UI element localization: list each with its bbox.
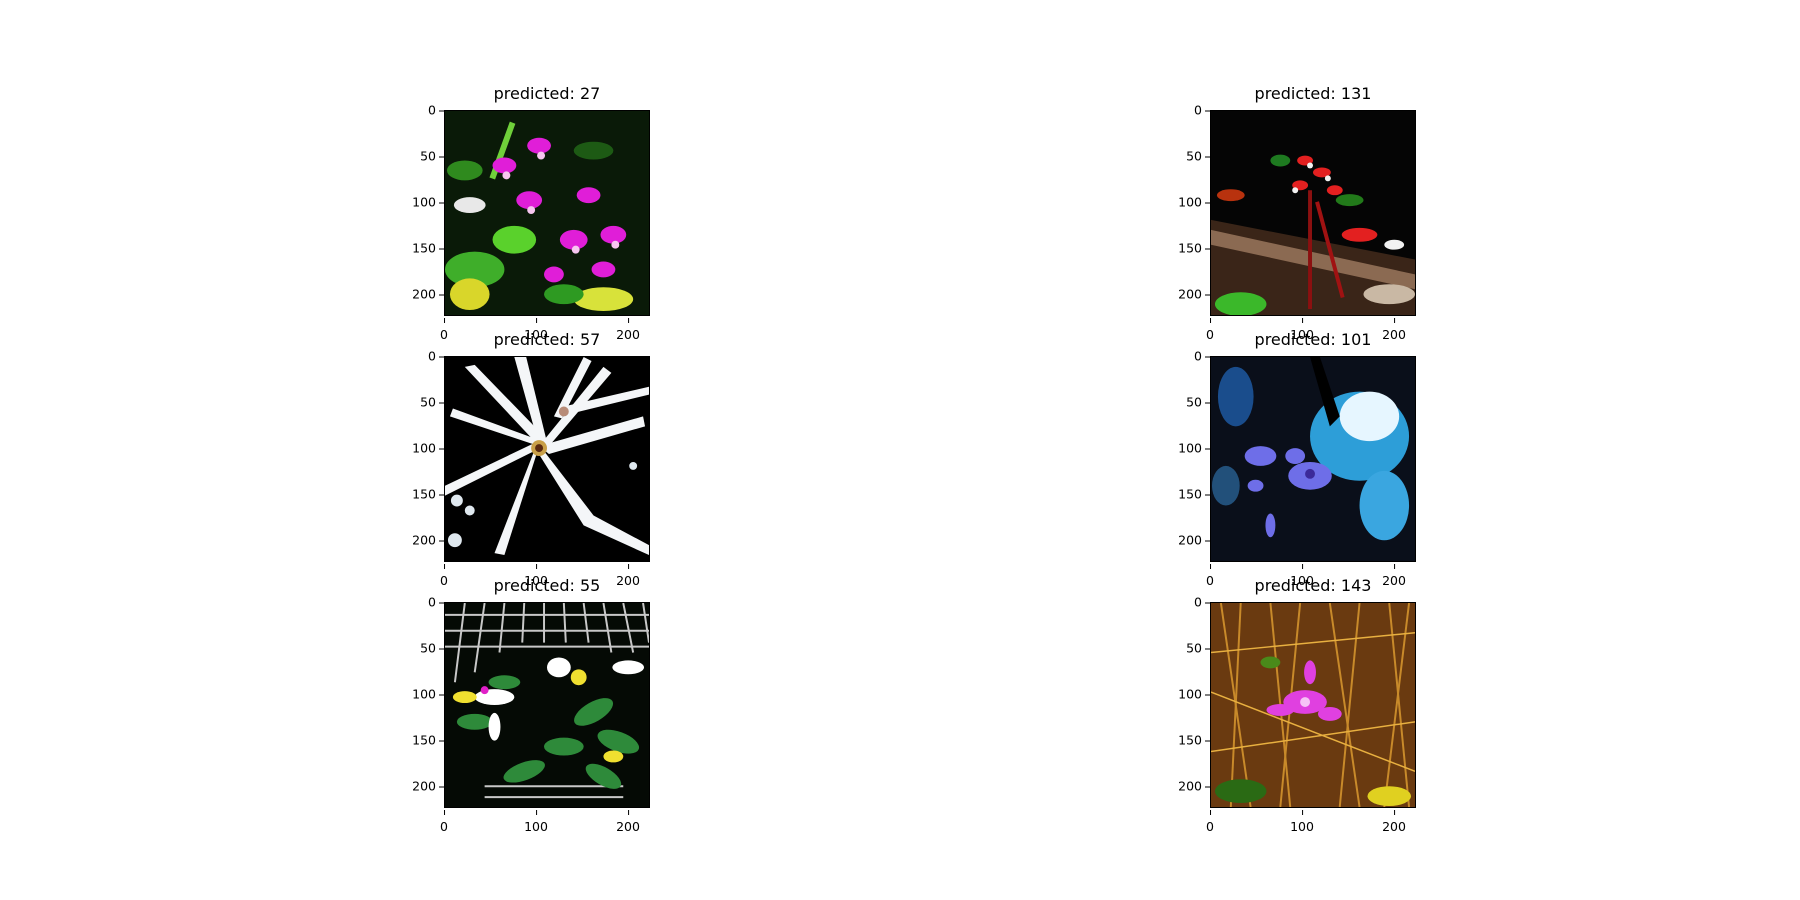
- y-tick-label: 200: [412, 286, 444, 302]
- panel-title: predicted: 55: [493, 576, 601, 595]
- y-tick-label: 0: [1194, 102, 1210, 118]
- panel-title: predicted: 101: [1254, 330, 1372, 349]
- x-tick-label: 0: [440, 318, 448, 342]
- y-tick-label: 100: [1178, 686, 1210, 702]
- x-tick-label: 200: [1382, 564, 1406, 588]
- image-panel-4: predicted: 101 0 50 100 150 200 0 100 20…: [1178, 330, 1416, 588]
- y-tick-label: 150: [412, 732, 444, 748]
- y-tick-label: 50: [420, 640, 444, 656]
- y-tick-label: 50: [1186, 148, 1210, 164]
- x-tick-label: 0: [440, 564, 448, 588]
- y-tick-label: 150: [1178, 240, 1210, 256]
- y-tick-label: 100: [1178, 440, 1210, 456]
- y-tick-label: 100: [412, 440, 444, 456]
- image-panel-6: predicted: 143: [1178, 576, 1416, 834]
- x-tick-label: 100: [524, 318, 548, 342]
- panel-title: predicted: 143: [1254, 576, 1372, 595]
- y-tick-label: 150: [412, 240, 444, 256]
- image-panel-1: predicted: 27: [412, 84, 650, 342]
- y-tick-label: 150: [1178, 486, 1210, 502]
- image-panel-2: predicted: 131 0 50: [1178, 84, 1416, 342]
- flower-image: [1210, 110, 1416, 316]
- y-tick-label: 150: [412, 486, 444, 502]
- flower-image: [444, 356, 650, 562]
- panel-title: predicted: 27: [493, 84, 601, 103]
- x-tick-label: 0: [1206, 810, 1214, 834]
- y-tick-label: 200: [1178, 532, 1210, 548]
- panel-title: predicted: 131: [1254, 84, 1372, 103]
- y-tick-label: 0: [1194, 348, 1210, 364]
- x-tick-label: 100: [524, 564, 548, 588]
- y-tick-label: 50: [1186, 640, 1210, 656]
- x-tick-label: 200: [616, 318, 640, 342]
- x-tick-label: 200: [1382, 810, 1406, 834]
- y-tick-label: 0: [1194, 594, 1210, 610]
- y-tick-label: 150: [1178, 732, 1210, 748]
- image-panel-5: predicted: 55: [412, 576, 650, 834]
- x-tick-label: 0: [1206, 318, 1214, 342]
- flower-image: [1210, 602, 1416, 808]
- y-tick-label: 50: [1186, 394, 1210, 410]
- y-tick-label: 200: [412, 532, 444, 548]
- panel-title: predicted: 57: [493, 330, 601, 349]
- y-tick-label: 200: [1178, 286, 1210, 302]
- image-panel-3: predicted: 57 0: [412, 330, 650, 588]
- x-tick-label: 200: [1382, 318, 1406, 342]
- y-tick-label: 200: [1178, 778, 1210, 794]
- x-tick-label: 100: [1290, 810, 1314, 834]
- y-tick-label: 0: [428, 594, 444, 610]
- flower-image: [1210, 356, 1416, 562]
- y-tick-label: 100: [412, 686, 444, 702]
- y-tick-label: 100: [412, 194, 444, 210]
- x-tick-label: 100: [1290, 564, 1314, 588]
- y-tick-label: 50: [420, 148, 444, 164]
- x-tick-label: 0: [440, 810, 448, 834]
- y-tick-label: 0: [428, 102, 444, 118]
- x-tick-label: 200: [616, 810, 640, 834]
- flower-image: [444, 110, 650, 316]
- y-tick-label: 200: [412, 778, 444, 794]
- x-tick-label: 200: [616, 564, 640, 588]
- y-tick-label: 100: [1178, 194, 1210, 210]
- x-tick-label: 0: [1206, 564, 1214, 588]
- flower-image: [444, 602, 650, 808]
- y-tick-label: 50: [420, 394, 444, 410]
- y-tick-label: 0: [428, 348, 444, 364]
- x-tick-label: 100: [524, 810, 548, 834]
- x-tick-label: 100: [1290, 318, 1314, 342]
